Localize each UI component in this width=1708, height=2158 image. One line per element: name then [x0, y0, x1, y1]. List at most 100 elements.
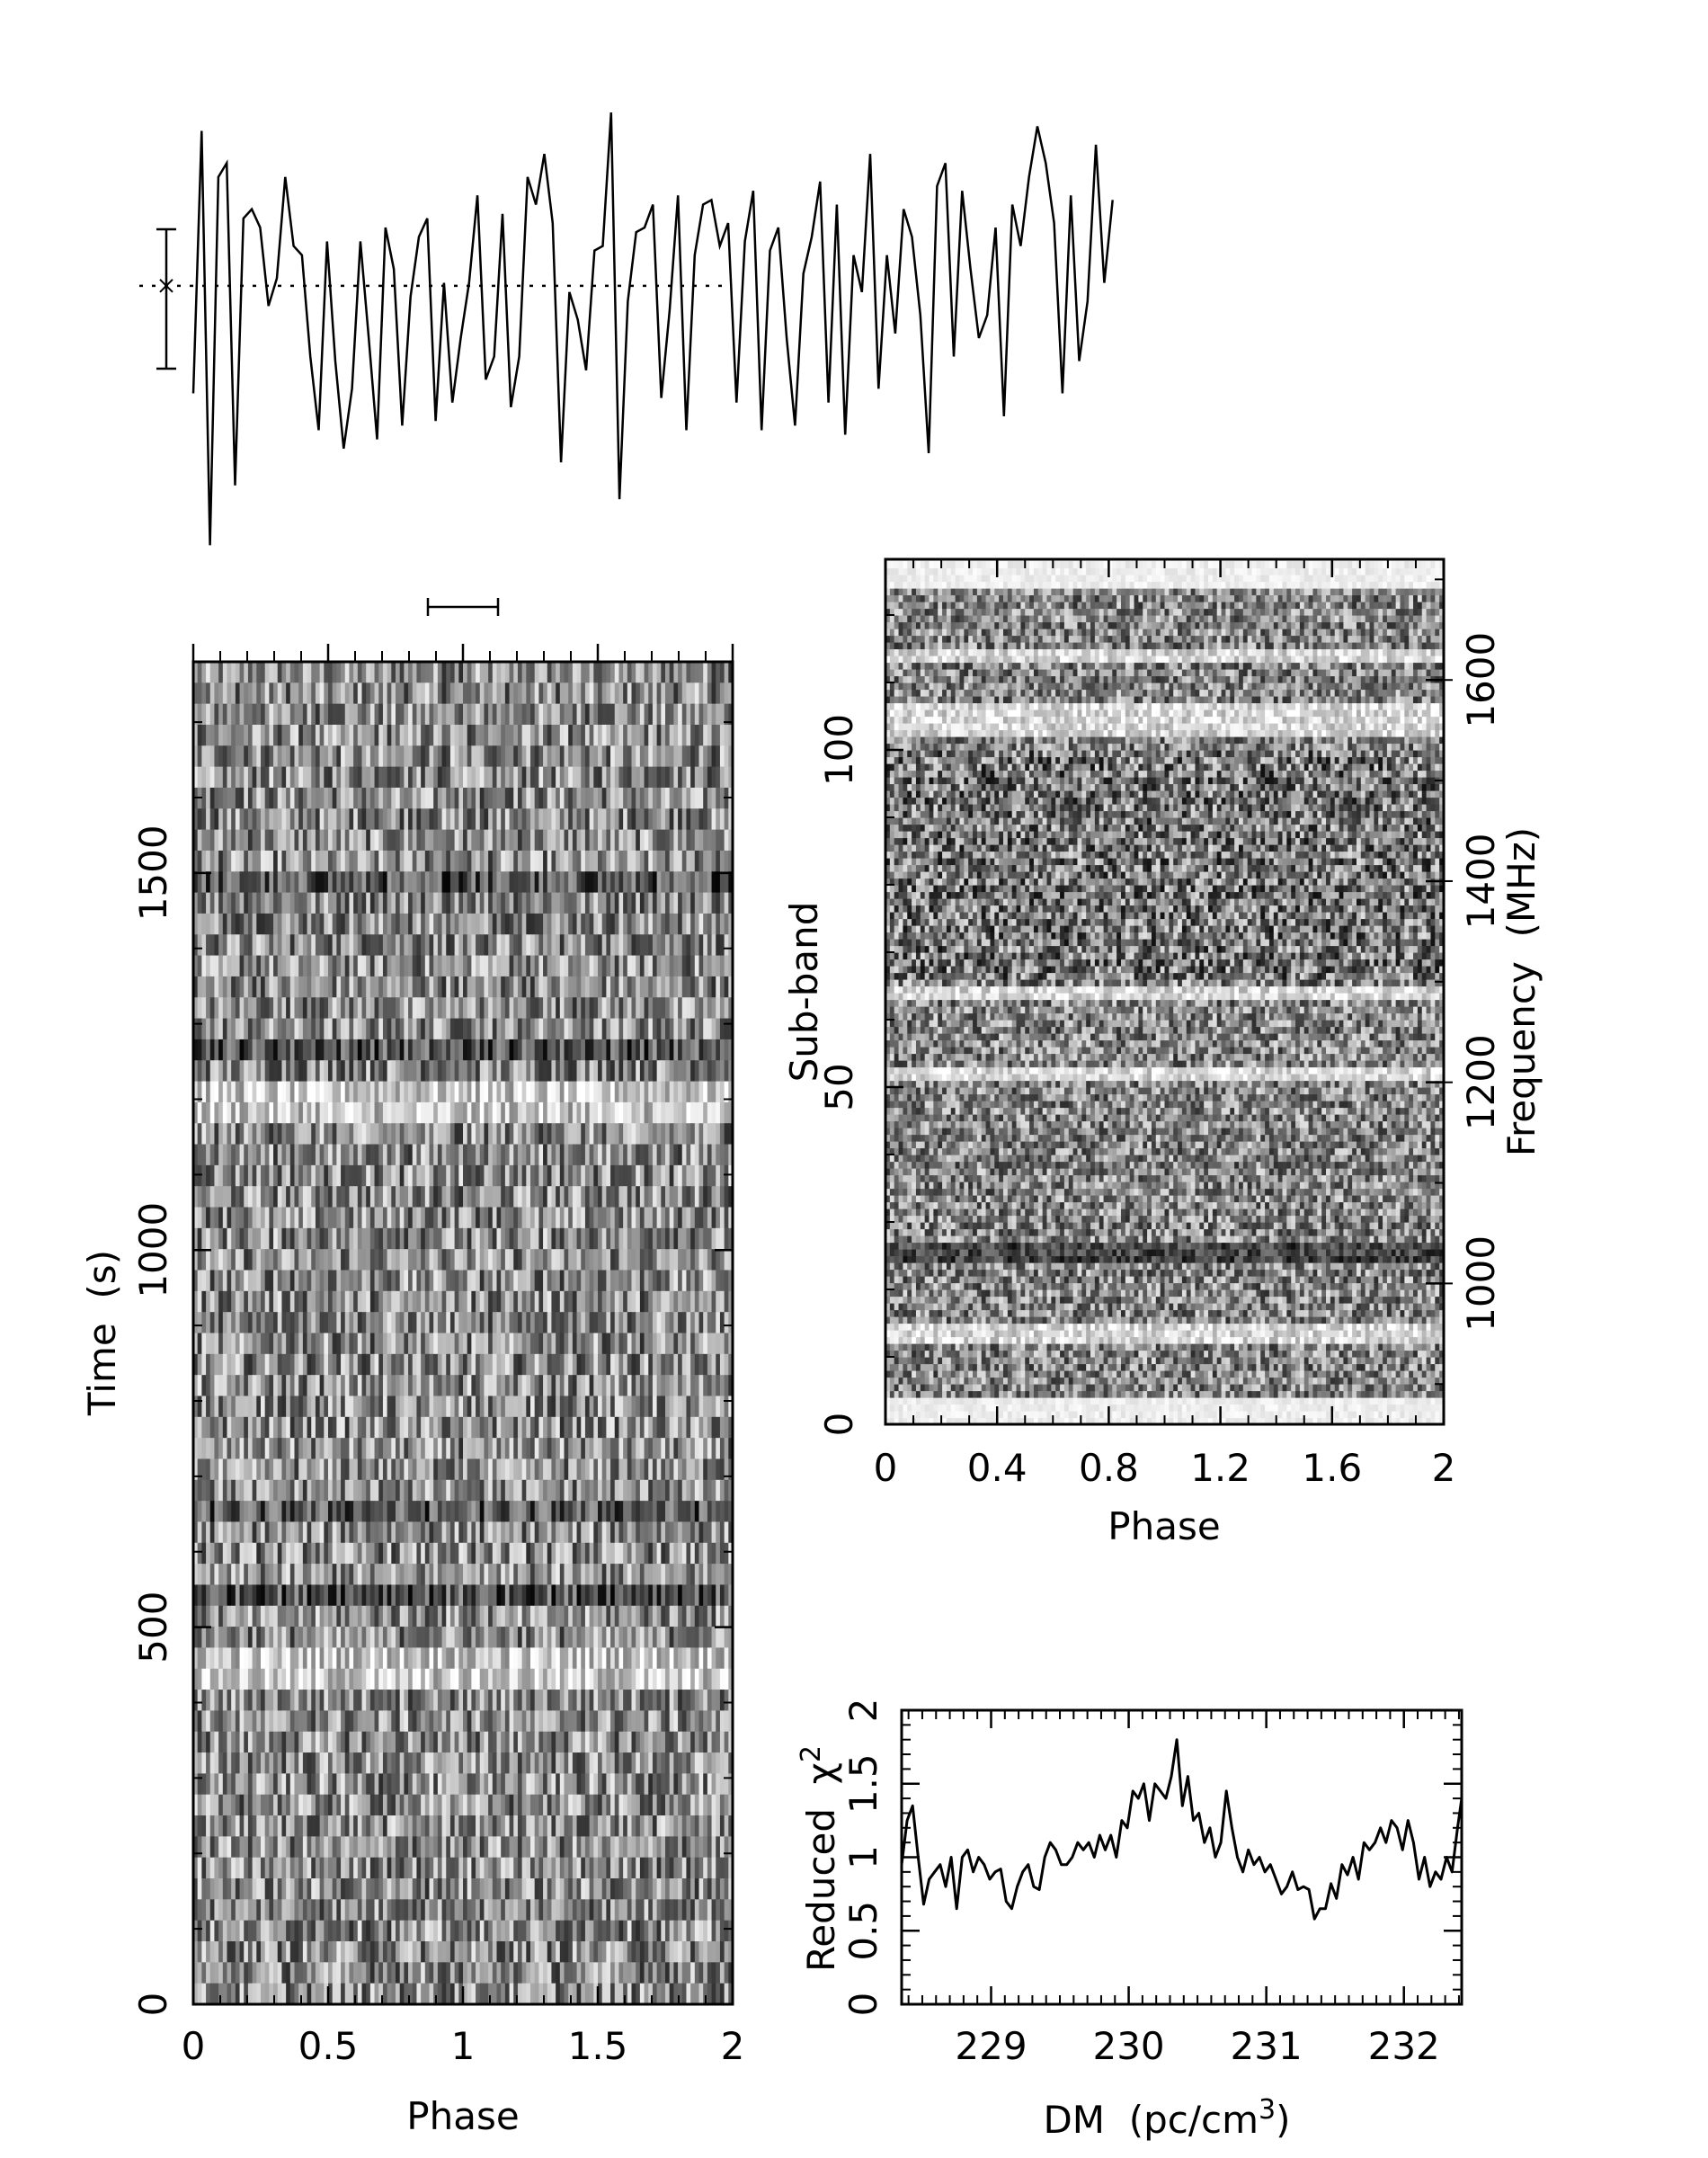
heatmap-cell	[648, 1396, 654, 1418]
heatmap-cell	[433, 892, 439, 914]
heatmap-cell	[319, 1164, 325, 1187]
heatmap-cell	[404, 913, 409, 935]
heatmap-cell	[307, 787, 312, 809]
heatmap-cell	[661, 1101, 666, 1124]
heatmap-cell	[396, 955, 401, 977]
heatmap-cell	[547, 1144, 553, 1166]
heatmap-cell	[534, 766, 539, 789]
heatmap-cell	[441, 662, 447, 683]
heatmap-cell	[449, 745, 456, 768]
heatmap-cell	[631, 850, 636, 872]
heatmap-cell	[421, 1101, 426, 1124]
heatmap-cell	[488, 1438, 494, 1460]
heatmap-cell	[408, 724, 414, 746]
heatmap-cell	[673, 1144, 679, 1166]
heatmap-cell	[639, 1416, 645, 1439]
heatmap-cell	[387, 955, 392, 977]
heatmap-cell	[572, 1249, 578, 1271]
heatmap-cell	[509, 1227, 514, 1250]
heatmap-cell	[648, 1164, 654, 1187]
heatmap-cell	[618, 1375, 624, 1397]
heatmap-cell	[214, 1249, 219, 1271]
heatmap-cell	[298, 1438, 304, 1460]
heatmap-cell	[433, 1312, 439, 1334]
heatmap-cell	[669, 1101, 674, 1124]
heatmap-cell	[614, 1164, 620, 1187]
heatmap-cell	[513, 1290, 519, 1313]
heatmap-cell	[378, 1164, 384, 1187]
heatmap-cell	[273, 913, 279, 935]
heatmap-cell	[484, 1375, 489, 1397]
heatmap-cell	[441, 1312, 447, 1334]
heatmap-cell	[214, 703, 219, 726]
heatmap-cell	[449, 1186, 456, 1208]
heatmap-cell	[193, 766, 199, 789]
heatmap-cell	[509, 703, 514, 726]
heatmap-cell	[286, 1164, 291, 1187]
heatmap-cell	[534, 892, 539, 914]
heatmap-cell	[269, 1060, 274, 1083]
heatmap-cell	[289, 892, 296, 914]
heatmap-cell	[618, 892, 624, 914]
heatmap-cell	[349, 997, 354, 1020]
heatmap-cell	[349, 1060, 354, 1083]
heatmap-cell	[463, 934, 468, 957]
heatmap-cell	[501, 1101, 506, 1124]
heatmap-cell	[235, 1438, 241, 1460]
heatmap-cell	[526, 1438, 531, 1460]
heatmap-cell	[690, 1249, 696, 1271]
heatmap-cell	[584, 913, 591, 935]
heatmap-cell	[639, 913, 645, 935]
heatmap-cell	[294, 1164, 299, 1187]
heatmap-cell	[227, 892, 232, 914]
heatmap-cell	[517, 724, 523, 746]
heatmap-cell	[636, 1375, 641, 1397]
heatmap-cell	[344, 1227, 351, 1250]
heatmap-cell	[526, 934, 531, 957]
heatmap-cell	[496, 871, 502, 894]
heatmap-cell	[332, 724, 337, 746]
heatmap-cell	[484, 1018, 489, 1040]
heatmap-cell	[412, 892, 418, 914]
heatmap-cell	[193, 997, 199, 1020]
heatmap-cell	[509, 1144, 514, 1166]
heatmap-cell	[222, 808, 228, 831]
heatmap-cell	[298, 1270, 304, 1292]
heatmap-cell	[218, 1416, 224, 1439]
heatmap-cell	[467, 1458, 472, 1481]
heatmap-cell	[369, 1018, 376, 1040]
heatmap-cell	[467, 1270, 472, 1292]
heatmap-cell	[231, 724, 236, 746]
heatmap-cell	[374, 1207, 379, 1229]
heatmap-cell	[656, 1186, 662, 1208]
heatmap-cell	[476, 808, 481, 831]
heatmap-cell	[429, 934, 434, 957]
heatmap-cell	[231, 1375, 236, 1397]
heatmap-cell	[404, 787, 409, 809]
heatmap-cell	[703, 1270, 708, 1292]
heatmap-cell	[374, 1353, 379, 1376]
heatmap-cell	[509, 808, 514, 831]
heatmap-cell	[724, 850, 729, 872]
heatmap-cell	[357, 913, 363, 935]
heatmap-cell	[517, 1312, 523, 1334]
heatmap-cell	[530, 662, 536, 683]
heatmap-cell	[521, 850, 527, 872]
heatmap-cell	[598, 745, 603, 768]
heatmap-cell	[711, 808, 716, 831]
heatmap-cell	[289, 1249, 296, 1271]
heatmap-cell	[610, 1018, 616, 1040]
heatmap-cell	[209, 934, 216, 957]
heatmap-cell	[610, 1144, 616, 1166]
heatmap-cell	[568, 892, 574, 914]
heatmap-cell	[648, 745, 654, 768]
heatmap-cell	[399, 1207, 405, 1229]
heatmap-cell	[665, 1312, 671, 1334]
heatmap-cell	[218, 1458, 224, 1481]
heatmap-cell	[235, 997, 241, 1020]
heatmap-cell	[644, 1081, 649, 1103]
heatmap-cell	[479, 1123, 485, 1146]
heatmap-cell	[484, 1458, 489, 1481]
heatmap-cell	[517, 1416, 523, 1439]
heatmap-cell	[496, 1123, 502, 1146]
